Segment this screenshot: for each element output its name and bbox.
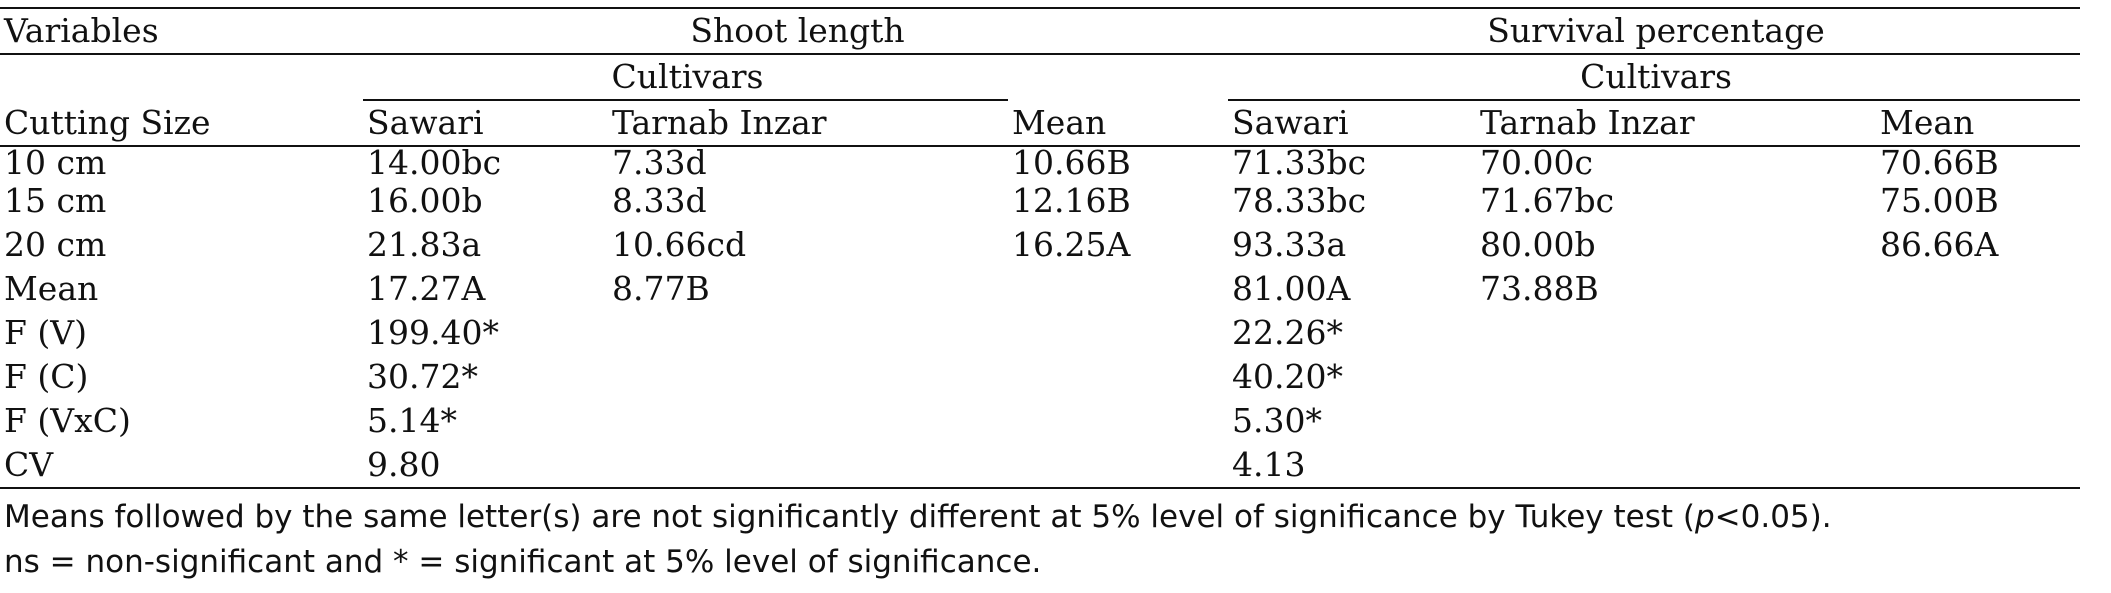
table-cell: 78.33bc <box>1232 181 1367 220</box>
table-cell <box>1876 443 2081 489</box>
table-cell: 81.00A <box>1232 269 1351 308</box>
table-cell <box>608 355 1008 399</box>
row-label: F (VxC) <box>4 401 131 440</box>
cutting-size-header: Cutting Size <box>0 100 363 147</box>
column-header: Sawari <box>1228 100 1477 147</box>
table-cell <box>1876 267 2080 311</box>
table-row: F (VxC) 5.14* 5.30* <box>0 399 2080 443</box>
table-cell: 8.77B <box>612 269 710 308</box>
row-label: F (V) <box>4 313 87 352</box>
table-cell <box>1876 311 2080 355</box>
table-row: 20 cm 21.83a 10.66cd 16.25A 93.33a 80.00… <box>0 223 2080 267</box>
results-table: Variables Shoot length Survival percenta… <box>0 7 2081 489</box>
table-row: 10 cm 14.00bc 7.33d 10.66B 71.33bc 70.00… <box>0 146 2080 179</box>
table-cell <box>1008 399 1228 443</box>
table-footnotes: Means followed by the same letter(s) are… <box>4 495 1832 585</box>
table-row: F (C) 30.72* 40.20* <box>0 355 2080 399</box>
table-cell: 8.33d <box>612 181 707 220</box>
table-cell: 199.40* <box>367 313 499 352</box>
table-cell: 70.00c <box>1480 143 1593 182</box>
table-cell <box>1876 355 2080 399</box>
footnote-tukey: Means followed by the same letter(s) are… <box>4 495 1832 540</box>
row-label: 10 cm <box>4 143 107 182</box>
table-cell: 71.33bc <box>1232 143 1367 182</box>
table-cell: 4.13 <box>1228 443 1477 489</box>
table-row: CV 9.80 4.13 <box>0 443 2081 489</box>
row-label: 20 cm <box>4 225 107 264</box>
table-cell <box>1008 443 1229 489</box>
table-cell: 17.27A <box>367 269 486 308</box>
table-cell: 10.66B <box>1012 143 1131 182</box>
footnote-p-symbol: p <box>1694 499 1715 535</box>
cultivars-header-survival: Cultivars <box>1228 53 2081 101</box>
table-cell: 9.80 <box>363 443 608 489</box>
row-label: F (C) <box>4 357 89 396</box>
table-cell: 40.20* <box>1232 357 1344 396</box>
column-header: Sawari <box>363 100 608 147</box>
footnote-tukey-text: Means followed by the same letter(s) are… <box>4 499 1695 535</box>
table-cell: 80.00b <box>1480 225 1596 264</box>
table-cell <box>1476 399 1876 443</box>
footnote-significance: ns = non-significant and * = significant… <box>4 544 1042 580</box>
table-cell <box>1008 311 1228 355</box>
table-cell: 22.26* <box>1232 313 1344 352</box>
header-row-columns: Cutting Size Sawari Tarnab Inzar Mean Sa… <box>0 100 2081 147</box>
table-cell: 73.88B <box>1480 269 1599 308</box>
row-label: 15 cm <box>4 181 107 220</box>
table-cell <box>1476 443 1877 489</box>
table-cell: 7.33d <box>612 143 707 182</box>
table-cell: 75.00B <box>1880 181 1999 220</box>
table-cell <box>1008 355 1228 399</box>
blank-header-cell <box>1008 53 1229 100</box>
table-cell: 10.66cd <box>612 225 747 264</box>
table-cell: 5.30* <box>1232 401 1323 440</box>
table-cell: 12.16B <box>1012 181 1131 220</box>
table-cell: 93.33a <box>1232 225 1347 264</box>
column-header: Mean <box>1876 100 2081 147</box>
table-row: F (V) 199.40* 22.26* <box>0 311 2080 355</box>
table-cell: 71.67bc <box>1480 181 1615 220</box>
table-cell: 16.25A <box>1012 225 1131 264</box>
shoot-length-header: Shoot length <box>363 7 1229 54</box>
column-header: Mean <box>1008 100 1229 147</box>
row-label: CV <box>0 443 363 489</box>
table-row: Mean 17.27A 8.77B 81.00A 73.88B <box>0 267 2080 311</box>
table-cell <box>1476 311 1876 355</box>
table-cell <box>608 399 1008 443</box>
table-cell: 5.14* <box>367 401 457 440</box>
table-cell: 16.00b <box>367 181 483 220</box>
table-cell <box>1008 267 1228 311</box>
table-row: 15 cm 16.00b 8.33d 12.16B 78.33bc 71.67b… <box>0 179 2080 223</box>
table-cell: 86.66A <box>1880 225 1999 264</box>
row-label: Mean <box>4 269 99 308</box>
table-cell <box>608 311 1008 355</box>
header-row-groups: Variables Shoot length Survival percenta… <box>0 7 2081 54</box>
cultivars-header-shoot: Cultivars <box>363 53 1008 101</box>
variables-header: Variables <box>0 7 363 54</box>
table-cell: 21.83a <box>367 225 482 264</box>
table-cell <box>1876 399 2080 443</box>
table-cell <box>1476 355 1876 399</box>
table-cell: 14.00bc <box>367 143 502 182</box>
table-cell <box>608 443 1008 489</box>
column-header: Tarnab Inzar <box>608 100 1008 147</box>
column-header: Tarnab Inzar <box>1476 100 1877 147</box>
table-cell: 30.72* <box>367 357 478 396</box>
header-row-cultivars: Cultivars Cultivars <box>0 53 2081 101</box>
footnote-p-threshold: <0.05). <box>1714 499 1832 535</box>
survival-percentage-header: Survival percentage <box>1228 7 2081 54</box>
blank-header-cell <box>0 53 363 100</box>
table-cell: 70.66B <box>1880 143 1999 182</box>
